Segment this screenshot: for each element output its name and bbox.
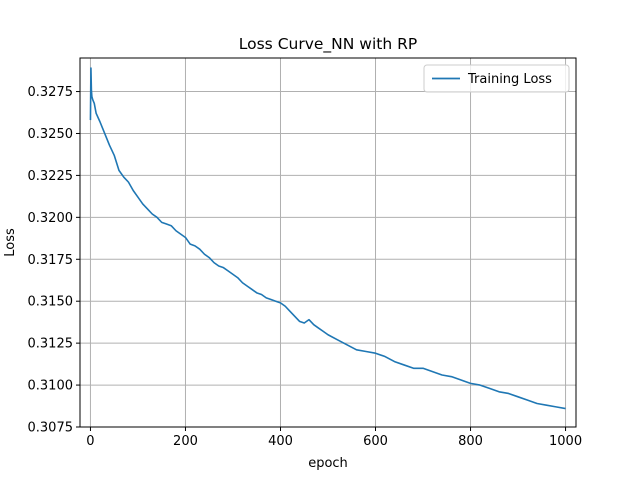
y-tick-label: 0.3275 bbox=[28, 85, 74, 100]
y-axis-label: Loss bbox=[3, 228, 18, 257]
x-tick-label: 400 bbox=[268, 434, 293, 449]
y-tick-label: 0.3100 bbox=[28, 379, 74, 394]
x-tick-label: 0 bbox=[86, 434, 94, 449]
y-tick-label: 0.3175 bbox=[28, 253, 74, 268]
y-tick-label: 0.3125 bbox=[28, 337, 74, 352]
chart-title: Loss Curve_NN with RP bbox=[239, 35, 417, 54]
y-axis-ticks: 0.3075 0.3100 0.3125 0.3150 0.3175 0.3200 0.32… bbox=[28, 85, 80, 436]
x-axis-ticks: 0 200 400 600 800 1000 bbox=[86, 427, 582, 449]
x-tick-label: 1000 bbox=[549, 434, 582, 449]
legend-label: Training Loss bbox=[467, 72, 552, 87]
y-tick-label: 0.3225 bbox=[28, 169, 74, 184]
plot-frame bbox=[79, 57, 577, 428]
x-axis-label: epoch bbox=[308, 456, 348, 471]
x-tick-label: 800 bbox=[458, 434, 483, 449]
series-line-training-loss bbox=[89, 67, 566, 410]
legend: Training Loss bbox=[423, 64, 570, 93]
y-tick-label: 0.3200 bbox=[28, 211, 74, 226]
legend-box bbox=[423, 64, 570, 93]
x-tick-label: 200 bbox=[173, 434, 198, 449]
y-tick-label: 0.3150 bbox=[28, 295, 74, 310]
grid-lines bbox=[80, 58, 576, 428]
y-tick-label: 0.3075 bbox=[28, 421, 74, 436]
x-tick-label: 600 bbox=[363, 434, 388, 449]
y-tick-label: 0.3250 bbox=[28, 127, 74, 142]
plot-area bbox=[80, 58, 576, 427]
